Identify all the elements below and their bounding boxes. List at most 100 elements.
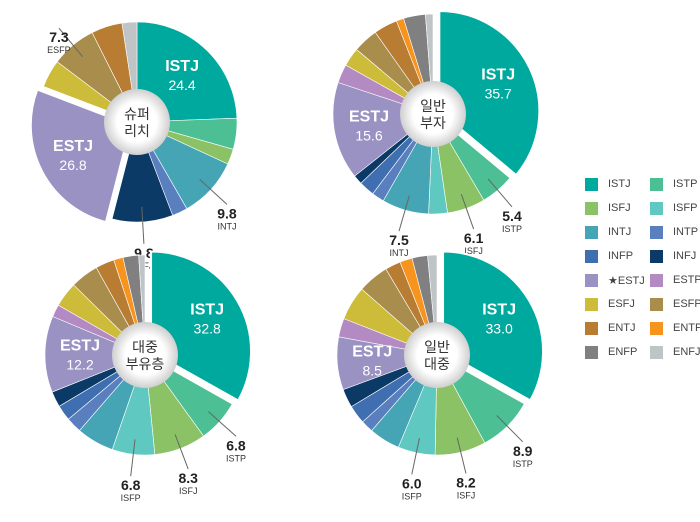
legend-swatch [650, 273, 663, 287]
outer-label-name: ESFP [47, 45, 71, 55]
inner-label-name: ISTJ [481, 66, 515, 83]
outer-label-name: ISFJ [464, 246, 483, 256]
legend-label: INTJ [608, 226, 632, 238]
outer-label-name: ISTP [502, 224, 522, 234]
legend-item-entj: ENTJ [585, 320, 650, 336]
inner-label-value: 32.8 [194, 321, 221, 337]
center-hole [404, 322, 470, 388]
legend-item-isfj: ISFJ [585, 200, 650, 216]
slice-estj [44, 316, 146, 393]
leader-line [496, 415, 524, 443]
legend-item-entp: ENTP [650, 320, 700, 336]
legend-swatch [585, 249, 598, 263]
inner-label-value: 35.7 [485, 85, 512, 101]
inner-label-value: 26.8 [59, 157, 86, 173]
outer-label-name: ISFP [121, 493, 141, 503]
legend-item-infj: INFJ [650, 248, 700, 264]
chart-title-line: 부유층 [126, 356, 165, 372]
legend-item-isfp: ISFP [650, 200, 700, 216]
legend-swatch [650, 201, 663, 215]
inner-label-value: 33.0 [486, 321, 513, 337]
outer-label-value: 6.0 [402, 475, 422, 491]
legend-label: INTP [673, 226, 699, 238]
inner-label-name: ESTJ [349, 108, 389, 125]
slice-istj [136, 21, 238, 123]
chart-title-line: 일반 [424, 339, 450, 355]
center-hole [400, 81, 466, 147]
leader-line [487, 178, 513, 208]
legend-item-enfp: ENFP [585, 344, 650, 360]
chart-title-line: 대중 [132, 339, 158, 355]
leader-line [58, 27, 83, 57]
inner-label-name: ESTJ [352, 344, 392, 361]
outer-label-name: ISFP [402, 491, 422, 501]
legend-item-istp: ISTP [650, 176, 700, 192]
center-hole [104, 89, 170, 155]
legend-swatch [650, 345, 663, 359]
legend-swatch [585, 297, 598, 311]
inner-label-value: 8.5 [363, 363, 383, 379]
legend-swatch [585, 321, 598, 335]
outer-label-name: INTJ [217, 221, 236, 231]
leader-line [208, 411, 237, 437]
outer-label-value: 8.3 [178, 470, 198, 486]
legend-item-estj: ★ESTJ [585, 272, 650, 288]
chart-title-line: 리치 [124, 123, 150, 139]
legend-swatch [650, 297, 663, 311]
legend-item-esfp: ESFP [650, 296, 700, 312]
legend-item-intp: INTP [650, 224, 700, 240]
leader-line [456, 437, 467, 474]
outer-label-value: 5.4 [502, 208, 522, 224]
donut-chart-3: 대중부유층ISTJ32.8ESTJ12.26.8ISTP8.3ISFJ6.8IS… [44, 250, 252, 503]
inner-label-name: ISTJ [165, 58, 199, 75]
leader-line [411, 438, 420, 475]
inner-label-value: 12.2 [66, 356, 93, 372]
inner-label-name: ISTJ [190, 302, 224, 319]
legend-swatch [650, 249, 663, 263]
legend: ISTJ ISTP ISFJ ISFP INTJ INTP INFP INFJ ★ESTJ EST… [585, 176, 700, 360]
legend-label: ISFJ [608, 202, 631, 214]
outer-label-value: 6.1 [464, 230, 484, 246]
legend-label: ISTJ [608, 178, 631, 190]
outer-label-value: 8.9 [513, 443, 533, 459]
chart-title-line: 일반 [420, 98, 446, 114]
slice-istj [438, 10, 541, 177]
outer-label-value: 7.5 [389, 232, 409, 248]
leader-line [174, 434, 189, 470]
legend-label: ENFJ [673, 346, 700, 358]
legend-item-istj: ISTJ [585, 176, 650, 192]
outer-label-name: ISFJ [179, 486, 198, 496]
outer-label-value: 7.3 [49, 29, 69, 45]
legend-item-infp: INFP [585, 248, 650, 264]
inner-label-name: ESTJ [53, 138, 93, 155]
legend-swatch [585, 225, 598, 239]
legend-swatch [650, 177, 663, 191]
legend-label: ENTP [673, 322, 700, 334]
outer-label-value: 8.2 [456, 475, 476, 491]
legend-swatch [585, 273, 598, 287]
legend-swatch [650, 225, 663, 239]
outer-label-name: ISTP [226, 453, 246, 463]
inner-label-value: 15.6 [355, 127, 382, 143]
legend-label: ESTP [673, 274, 700, 286]
leader-line [460, 193, 475, 230]
legend-item-intj: INTJ [585, 224, 650, 240]
legend-label: INFJ [673, 250, 697, 262]
chart-title-line: 부자 [420, 115, 446, 131]
legend-label: ENFP [608, 346, 638, 358]
legend-swatch [585, 177, 598, 191]
outer-label-value: 6.8 [226, 437, 246, 453]
leader-line [130, 439, 136, 477]
leader-line [141, 206, 145, 244]
legend-label: ★ESTJ [608, 274, 645, 287]
inner-label-name: ESTJ [60, 337, 100, 354]
legend-label: ISFP [673, 202, 698, 214]
leader-line [199, 179, 228, 205]
legend-label: ESFJ [608, 298, 635, 310]
legend-item-esfj: ESFJ [585, 296, 650, 312]
center-hole [112, 322, 178, 388]
